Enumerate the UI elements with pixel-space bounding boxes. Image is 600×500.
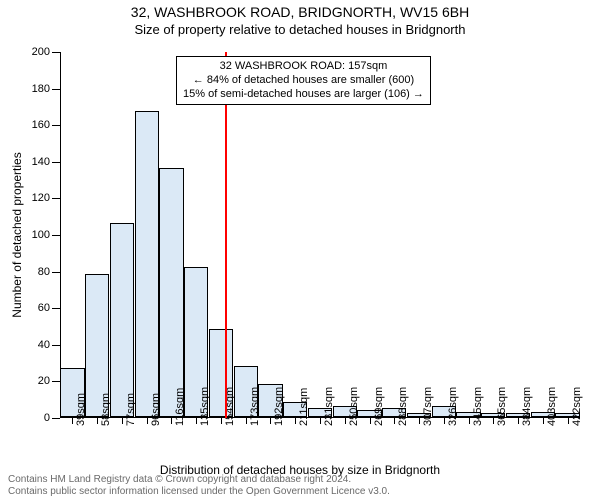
y-tick-label: 140	[32, 156, 50, 168]
histogram-bar	[159, 168, 183, 417]
x-tick-label: 345sqm	[472, 387, 484, 426]
x-tick-label: 326sqm	[447, 387, 459, 426]
y-tick	[52, 198, 60, 199]
y-tick-label: 40	[38, 339, 50, 351]
x-tick	[345, 418, 346, 424]
x-tick-label: 211sqm	[298, 388, 310, 426]
x-tick	[518, 418, 519, 424]
x-tick	[568, 418, 569, 424]
x-tick	[122, 418, 123, 424]
y-axis-label: Number of detached properties	[10, 152, 24, 317]
x-tick	[295, 418, 296, 424]
y-tick	[52, 418, 60, 419]
x-tick	[270, 418, 271, 424]
x-tick	[97, 418, 98, 424]
x-tick-label: 269sqm	[373, 387, 385, 426]
y-tick	[52, 162, 60, 163]
chart-area: 02040608010012014016018020039sqm58sqm77s…	[60, 52, 580, 418]
y-tick	[52, 272, 60, 273]
y-axis-line	[60, 52, 61, 418]
y-tick	[52, 308, 60, 309]
x-tick	[196, 418, 197, 424]
x-tick	[246, 418, 247, 424]
info-line-1: 32 WASHBROOK ROAD: 157sqm	[183, 60, 424, 74]
x-tick	[320, 418, 321, 424]
y-tick-label: 60	[38, 302, 50, 314]
attribution-line2: Contains public sector information licen…	[8, 486, 592, 498]
x-tick-label: 422sqm	[571, 387, 583, 426]
y-tick	[52, 89, 60, 90]
x-tick-label: 288sqm	[397, 387, 409, 426]
x-tick	[171, 418, 172, 424]
marker-line	[225, 52, 227, 418]
page-title: 32, WASHBROOK ROAD, BRIDGNORTH, WV15 6BH	[0, 0, 600, 21]
y-tick	[52, 345, 60, 346]
info-line-3: 15% of semi-detached houses are larger (…	[183, 88, 424, 102]
x-tick	[394, 418, 395, 424]
info-box: 32 WASHBROOK ROAD: 157sqm← 84% of detach…	[176, 56, 431, 105]
x-tick	[493, 418, 494, 424]
page-subtitle: Size of property relative to detached ho…	[0, 21, 600, 37]
x-tick	[147, 418, 148, 424]
y-tick-label: 100	[32, 229, 50, 241]
x-tick	[221, 418, 222, 424]
y-tick	[52, 52, 60, 53]
info-line-2: ← 84% of detached houses are smaller (60…	[183, 74, 424, 88]
x-tick-label: 365sqm	[496, 387, 508, 426]
x-tick	[419, 418, 420, 424]
y-tick-label: 120	[32, 192, 50, 204]
x-tick	[72, 418, 73, 424]
y-tick-label: 180	[32, 83, 50, 95]
x-tick	[370, 418, 371, 424]
x-tick-label: 250sqm	[348, 387, 360, 426]
x-tick	[444, 418, 445, 424]
y-tick-label: 80	[38, 266, 50, 278]
x-tick	[469, 418, 470, 424]
y-tick	[52, 381, 60, 382]
histogram-bar	[110, 223, 134, 417]
y-tick	[52, 235, 60, 236]
x-tick-label: 384sqm	[521, 387, 533, 426]
attribution-text: Contains HM Land Registry data © Crown c…	[8, 474, 592, 498]
x-tick	[543, 418, 544, 424]
y-tick	[52, 125, 60, 126]
y-tick-label: 0	[44, 412, 50, 424]
y-tick-label: 200	[32, 46, 50, 58]
histogram-bar	[135, 111, 159, 417]
y-tick-label: 20	[38, 375, 50, 387]
attribution-line1: Contains HM Land Registry data © Crown c…	[8, 474, 592, 486]
x-tick-label: 403sqm	[546, 387, 558, 426]
y-tick-label: 160	[32, 119, 50, 131]
